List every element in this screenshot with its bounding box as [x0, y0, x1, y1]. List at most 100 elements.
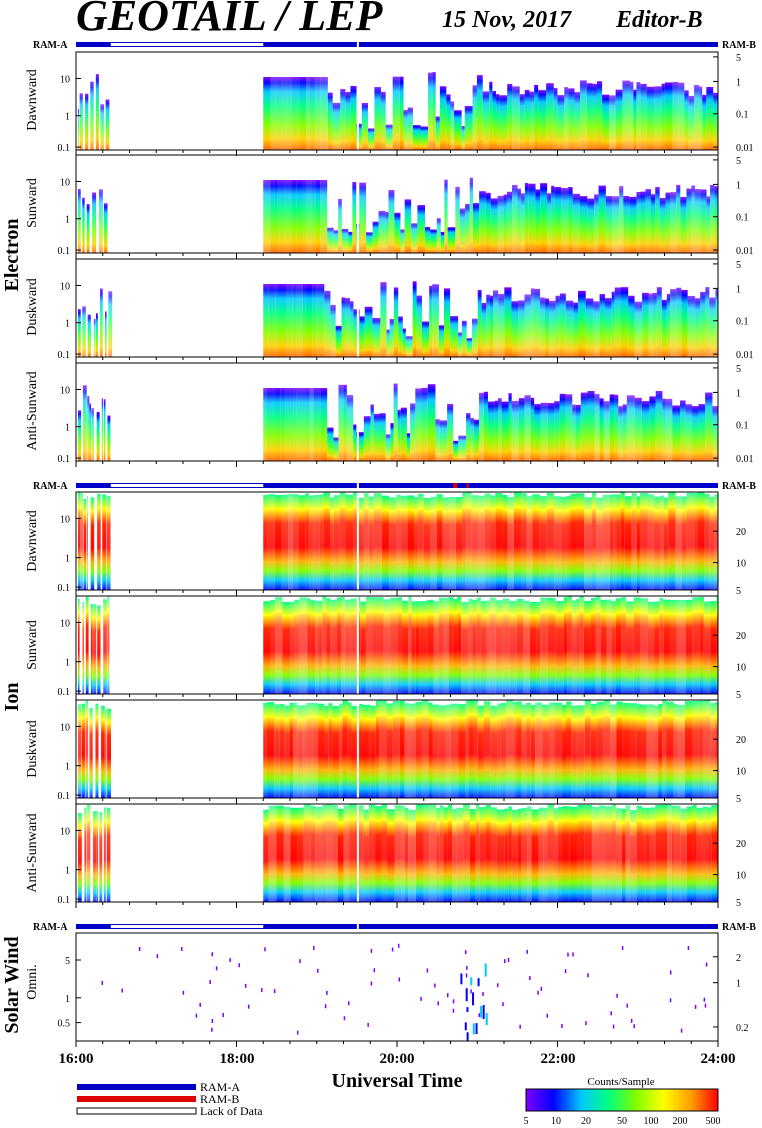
spectrogram-strip — [105, 99, 110, 150]
spectrogram-strip — [572, 193, 580, 253]
spectrogram-strip — [703, 601, 711, 694]
spectrogram-strip — [496, 809, 505, 902]
spectrogram-strip — [579, 196, 588, 253]
spectrogram-strip — [578, 290, 586, 357]
spectrogram-strip — [474, 419, 480, 461]
spectrogram-strip — [710, 703, 716, 798]
spectrogram-strip — [492, 290, 499, 357]
spectrogram-strip — [705, 287, 710, 357]
spectrogram-strip — [372, 317, 381, 357]
spectrogram-strip — [540, 597, 548, 694]
y-tick-label-right: 20 — [736, 631, 746, 642]
spectrogram-strip — [352, 182, 357, 253]
x-tick-label: 16:00 — [59, 1051, 94, 1067]
spectrogram-strip — [501, 401, 509, 461]
spectrogram-strip — [700, 291, 706, 357]
solar-wind-point — [470, 989, 472, 994]
spectrogram-strip — [559, 393, 566, 461]
colorbar: Counts/Sample 5 10 20 50 100 200 500 — [524, 1076, 721, 1127]
spectrogram-strip — [282, 601, 291, 694]
spectrogram-strip — [659, 198, 666, 253]
spectrogram-strip — [104, 399, 106, 461]
spectrogram-strip — [275, 77, 283, 150]
spectrogram-strip — [596, 81, 603, 150]
spectrogram-strip — [326, 598, 331, 694]
spectrogram-strip — [577, 804, 585, 902]
y-tick-label-right: 1 — [736, 979, 741, 990]
spectrogram-strip — [438, 705, 446, 798]
spectrogram-strip — [442, 497, 450, 590]
spectrogram-strip — [544, 298, 550, 357]
solar-wind-point — [452, 1008, 455, 1013]
spectrogram-strip — [284, 180, 292, 253]
spectrogram-strip — [592, 83, 597, 150]
spectrogram-strip — [326, 804, 333, 902]
solar-wind-point — [540, 986, 543, 991]
spectrogram-strip — [651, 194, 656, 253]
spectrogram-strip — [356, 123, 362, 150]
spectrogram-strip — [95, 74, 99, 150]
spectrogram-strip — [367, 128, 375, 150]
spectrogram-strip — [464, 105, 473, 150]
spectrogram-strip — [455, 497, 463, 590]
spectrogram-strip — [521, 808, 528, 902]
spectrogram-strip — [457, 597, 462, 694]
spectrogram-strip — [616, 494, 621, 590]
spectrogram-strip — [483, 701, 491, 798]
solar-wind-point — [199, 1002, 201, 1007]
y-tick-label-right: 1 — [736, 388, 741, 399]
spectrogram-strip — [93, 318, 96, 357]
data-gap-line — [356, 259, 359, 357]
spectrogram-strip — [101, 705, 105, 798]
spectrogram-strip — [461, 126, 465, 150]
spectrogram-strip — [330, 599, 337, 694]
solar-wind-point — [705, 962, 708, 967]
spectrogram-strip — [603, 401, 610, 461]
spectrogram-strip — [78, 108, 80, 150]
spectrogram-strip — [353, 424, 357, 461]
solar-wind-point — [626, 1003, 629, 1008]
spectrogram-strip — [266, 702, 275, 798]
colorbar-tick: 5 — [524, 1116, 529, 1127]
status-bar-gap — [356, 42, 359, 47]
spectrogram-strip — [542, 704, 550, 798]
spectrogram-strip — [328, 703, 333, 798]
spectrogram-strip — [412, 281, 417, 357]
spectrogram-strip — [308, 495, 314, 590]
spectrogram-strip — [680, 400, 686, 461]
spectrogram-strip — [568, 88, 575, 150]
spectrogram-strip — [710, 601, 717, 694]
spectrogram-strip — [572, 404, 576, 461]
spectrogram-strip — [670, 192, 677, 253]
spectrogram-strip — [433, 601, 439, 694]
spectrogram-strip — [585, 298, 594, 357]
spectrogram-strip — [444, 179, 448, 253]
panel-label: Anti-Sunward — [25, 371, 40, 450]
spectrogram-strip — [634, 301, 643, 357]
spectrogram-strip — [338, 198, 342, 253]
y-tick-label-right: 10 — [736, 559, 746, 570]
spectrogram-strip — [368, 804, 376, 902]
colorbar-tick: 200 — [673, 1116, 688, 1127]
spectrogram-strip — [406, 433, 411, 461]
spectrogram-strip — [302, 388, 306, 461]
spectrogram-strip — [439, 805, 444, 902]
spectrogram-strip — [670, 599, 677, 694]
spectrogram-strip — [504, 808, 509, 902]
spectrogram-strip — [529, 91, 535, 150]
spectrogram-strip — [393, 287, 399, 357]
spectrogram-strip — [527, 806, 532, 902]
solar-wind-point — [426, 968, 429, 973]
spectrogram-strip — [692, 597, 700, 694]
spectrogram-strip — [489, 597, 496, 694]
spectrogram-strip — [622, 80, 630, 150]
spectrogram-strip — [653, 496, 661, 590]
spectrogram-strip — [547, 804, 554, 902]
spectrogram-strip — [716, 596, 718, 694]
solar-wind-point — [502, 1002, 504, 1007]
y-tick-label-left: 0.1 — [58, 246, 71, 257]
spectrogram-strip — [696, 807, 703, 902]
spectrogram-strip — [521, 493, 527, 590]
spectrogram-strip — [108, 291, 113, 357]
spectrogram-strip — [615, 808, 622, 902]
